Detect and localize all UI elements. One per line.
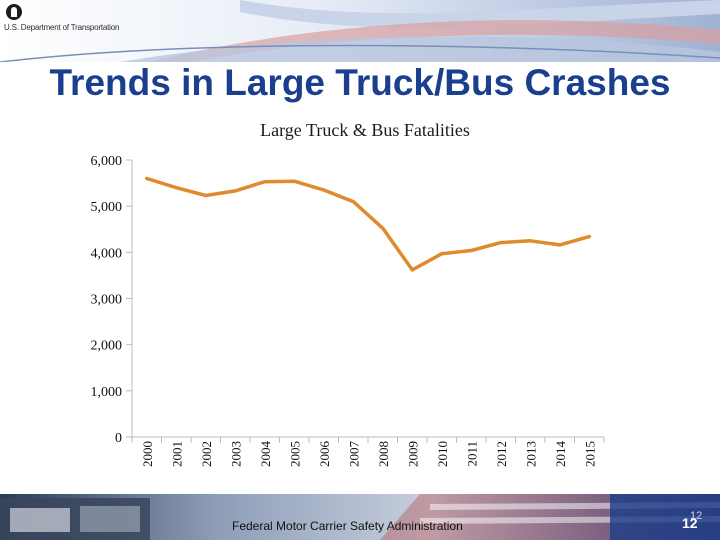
data-point bbox=[204, 193, 208, 198]
page-number-shadow: 12 bbox=[690, 510, 703, 522]
y-tick-label: 3,000 bbox=[91, 293, 123, 308]
dot-logo-icon bbox=[6, 4, 22, 20]
data-point bbox=[233, 189, 237, 193]
x-tick-label: 2008 bbox=[376, 441, 391, 467]
x-tick-label: 2012 bbox=[494, 441, 509, 467]
data-point bbox=[292, 179, 296, 183]
x-tick-label: 2013 bbox=[523, 441, 538, 467]
page-number: 12 bbox=[682, 515, 698, 531]
x-tick-label: 2014 bbox=[553, 441, 568, 468]
x-tick-label: 2004 bbox=[258, 441, 273, 468]
x-tick-label: 2003 bbox=[228, 441, 243, 467]
data-point bbox=[440, 252, 444, 256]
series-line bbox=[145, 176, 592, 272]
x-tick-label: 2000 bbox=[140, 441, 155, 467]
y-tick-label: 1,000 bbox=[91, 385, 123, 400]
x-tick-label: 2002 bbox=[199, 441, 214, 467]
data-point bbox=[528, 239, 532, 243]
x-tick-label: 2009 bbox=[405, 441, 420, 467]
data-point bbox=[145, 176, 149, 181]
data-point bbox=[499, 241, 503, 245]
data-point bbox=[469, 248, 473, 253]
footer-banner bbox=[0, 494, 720, 540]
chart-title: Large Truck & Bus Fatalities bbox=[260, 120, 470, 140]
data-point bbox=[587, 235, 591, 239]
x-tick-label: 2006 bbox=[317, 441, 332, 468]
x-tick-label: 2011 bbox=[464, 441, 479, 467]
x-tick-label: 2007 bbox=[346, 441, 361, 468]
footer-organization: Federal Motor Carrier Safety Administrat… bbox=[232, 519, 463, 533]
header-flag-banner bbox=[0, 0, 720, 62]
y-axis-ticks: 0 1,000 2,000 3,000 4,000 5,000 6,000 bbox=[91, 154, 132, 446]
y-tick-label: 6,000 bbox=[91, 154, 123, 169]
x-tick-label: 2015 bbox=[582, 441, 597, 467]
y-tick-label: 0 bbox=[115, 431, 122, 446]
x-tick-label: 2001 bbox=[169, 441, 184, 467]
y-tick-label: 5,000 bbox=[91, 200, 123, 215]
data-point bbox=[174, 186, 178, 190]
y-tick-label: 4,000 bbox=[91, 246, 123, 261]
data-point bbox=[410, 268, 414, 272]
series-group bbox=[145, 176, 592, 272]
slide-title: Trends in Large Truck/Bus Crashes bbox=[49, 62, 671, 103]
data-point bbox=[351, 199, 355, 204]
agency-name: U.S. Department of Transportation bbox=[4, 23, 120, 32]
data-point bbox=[558, 243, 562, 247]
x-tick-label: 2005 bbox=[287, 441, 302, 467]
fatalities-line-chart: 0 1,000 2,000 3,000 4,000 5,000 6,000 2000 2001… bbox=[91, 154, 605, 468]
data-point bbox=[263, 180, 267, 184]
data-point bbox=[381, 226, 385, 230]
x-axis-ticks: 2000 2001 2002 2003 2004 2005 2006 2007 2008 2009… bbox=[131, 437, 605, 468]
x-tick-label: 2010 bbox=[435, 441, 450, 467]
y-tick-label: 2,000 bbox=[91, 339, 123, 354]
data-point bbox=[322, 188, 326, 192]
